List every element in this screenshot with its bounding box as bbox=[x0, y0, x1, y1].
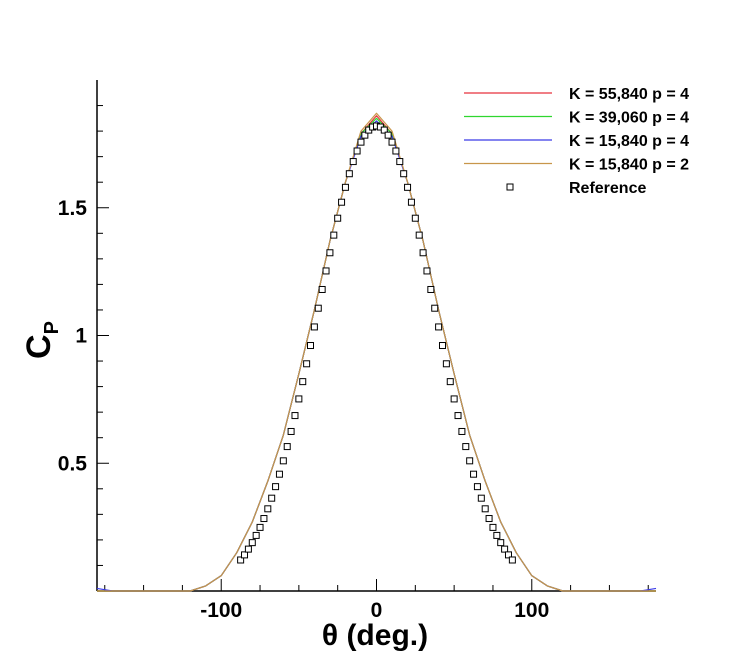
reference-marker bbox=[338, 198, 346, 206]
reference-marker bbox=[334, 214, 342, 222]
y-tick-label: 0.5 bbox=[58, 452, 88, 475]
reference-marker bbox=[388, 138, 396, 146]
reference-marker bbox=[326, 249, 334, 257]
reference-marker bbox=[303, 360, 311, 368]
reference-marker bbox=[481, 505, 489, 513]
legend-label: K = 15,840 p = 2 bbox=[569, 157, 689, 174]
reference-marker bbox=[310, 323, 318, 331]
reference-marker bbox=[279, 457, 287, 465]
reference-marker bbox=[268, 494, 276, 502]
reference-marker bbox=[431, 304, 439, 312]
reference-marker bbox=[237, 556, 245, 564]
reference-marker bbox=[485, 515, 493, 523]
reference-marker bbox=[322, 267, 330, 275]
reference-marker bbox=[361, 131, 369, 139]
legend-label: Reference bbox=[569, 180, 646, 197]
reference-marker bbox=[419, 249, 427, 257]
x-tick-label: -100 bbox=[200, 599, 242, 622]
reference-marker bbox=[497, 539, 505, 547]
legend-label: K = 15,840 p = 4 bbox=[569, 133, 689, 150]
reference-marker bbox=[473, 483, 481, 491]
reference-marker bbox=[275, 470, 283, 478]
reference-marker bbox=[264, 505, 272, 513]
x-tick-label: 0 bbox=[371, 599, 383, 622]
y-axis-title: CP bbox=[20, 321, 63, 359]
series-layer bbox=[96, 112, 657, 592]
reference-marker bbox=[392, 147, 400, 155]
reference-marker bbox=[291, 412, 299, 420]
reference-marker bbox=[442, 360, 450, 368]
reference-marker bbox=[260, 515, 268, 523]
reference-marker bbox=[241, 551, 249, 559]
x-tick-label: 100 bbox=[514, 599, 549, 622]
reference-marker bbox=[380, 126, 388, 134]
reference-marker bbox=[466, 457, 474, 465]
reference-marker bbox=[384, 131, 392, 139]
reference-marker bbox=[504, 551, 512, 559]
legend-label: K = 39,060 p = 4 bbox=[569, 110, 689, 127]
reference-marker bbox=[423, 267, 431, 275]
reference-markers bbox=[237, 122, 516, 564]
reference-marker bbox=[396, 158, 404, 166]
reference-marker bbox=[283, 443, 291, 451]
reference-marker bbox=[427, 285, 435, 293]
reference-marker bbox=[295, 395, 303, 403]
reference-marker bbox=[353, 147, 361, 155]
reference-marker bbox=[318, 285, 326, 293]
reference-marker bbox=[248, 539, 256, 547]
reference-marker bbox=[508, 556, 516, 564]
legend: K = 55,840 p = 4 K = 39,060 p = 4 K = 15,8… bbox=[464, 86, 689, 197]
reference-marker bbox=[400, 170, 408, 178]
reference-marker bbox=[501, 545, 509, 553]
reference-marker bbox=[287, 427, 295, 435]
reference-marker bbox=[454, 412, 462, 420]
reference-marker bbox=[450, 395, 458, 403]
series-line bbox=[97, 112, 656, 592]
reference-marker bbox=[404, 183, 412, 191]
reference-marker bbox=[349, 158, 357, 166]
reference-marker bbox=[489, 523, 497, 531]
y-tick-label: 1.5 bbox=[58, 197, 88, 220]
svg-text:CP: CP bbox=[20, 321, 63, 359]
y-tick-label: 1 bbox=[75, 325, 87, 348]
reference-marker bbox=[446, 378, 454, 386]
reference-marker bbox=[314, 304, 322, 312]
y-axis-title-main: C bbox=[20, 334, 58, 359]
reference-marker bbox=[493, 531, 501, 539]
reference-marker bbox=[307, 342, 315, 350]
reference-marker bbox=[341, 183, 349, 191]
reference-marker bbox=[458, 427, 466, 435]
reference-marker bbox=[244, 545, 252, 553]
reference-marker bbox=[477, 494, 485, 502]
reference-marker bbox=[357, 138, 365, 146]
reference-marker bbox=[435, 323, 443, 331]
reference-marker bbox=[299, 378, 307, 386]
reference-marker bbox=[438, 342, 446, 350]
reference-marker bbox=[407, 198, 415, 206]
x-axis-title: θ (deg.) bbox=[322, 619, 428, 652]
reference-marker bbox=[345, 170, 353, 178]
legend-swatch bbox=[506, 183, 514, 191]
reference-marker bbox=[470, 470, 478, 478]
reference-marker bbox=[252, 531, 260, 539]
y-axis-title-subscript: P bbox=[41, 321, 63, 334]
legend-label: K = 55,840 p = 4 bbox=[569, 86, 689, 103]
reference-marker bbox=[330, 231, 338, 239]
reference-marker bbox=[411, 214, 419, 222]
reference-marker bbox=[415, 231, 423, 239]
axes: -100 0 100 0.5 1 1.5 bbox=[58, 80, 656, 622]
reference-marker bbox=[256, 523, 264, 531]
reference-marker bbox=[462, 443, 470, 451]
reference-marker bbox=[272, 483, 280, 491]
